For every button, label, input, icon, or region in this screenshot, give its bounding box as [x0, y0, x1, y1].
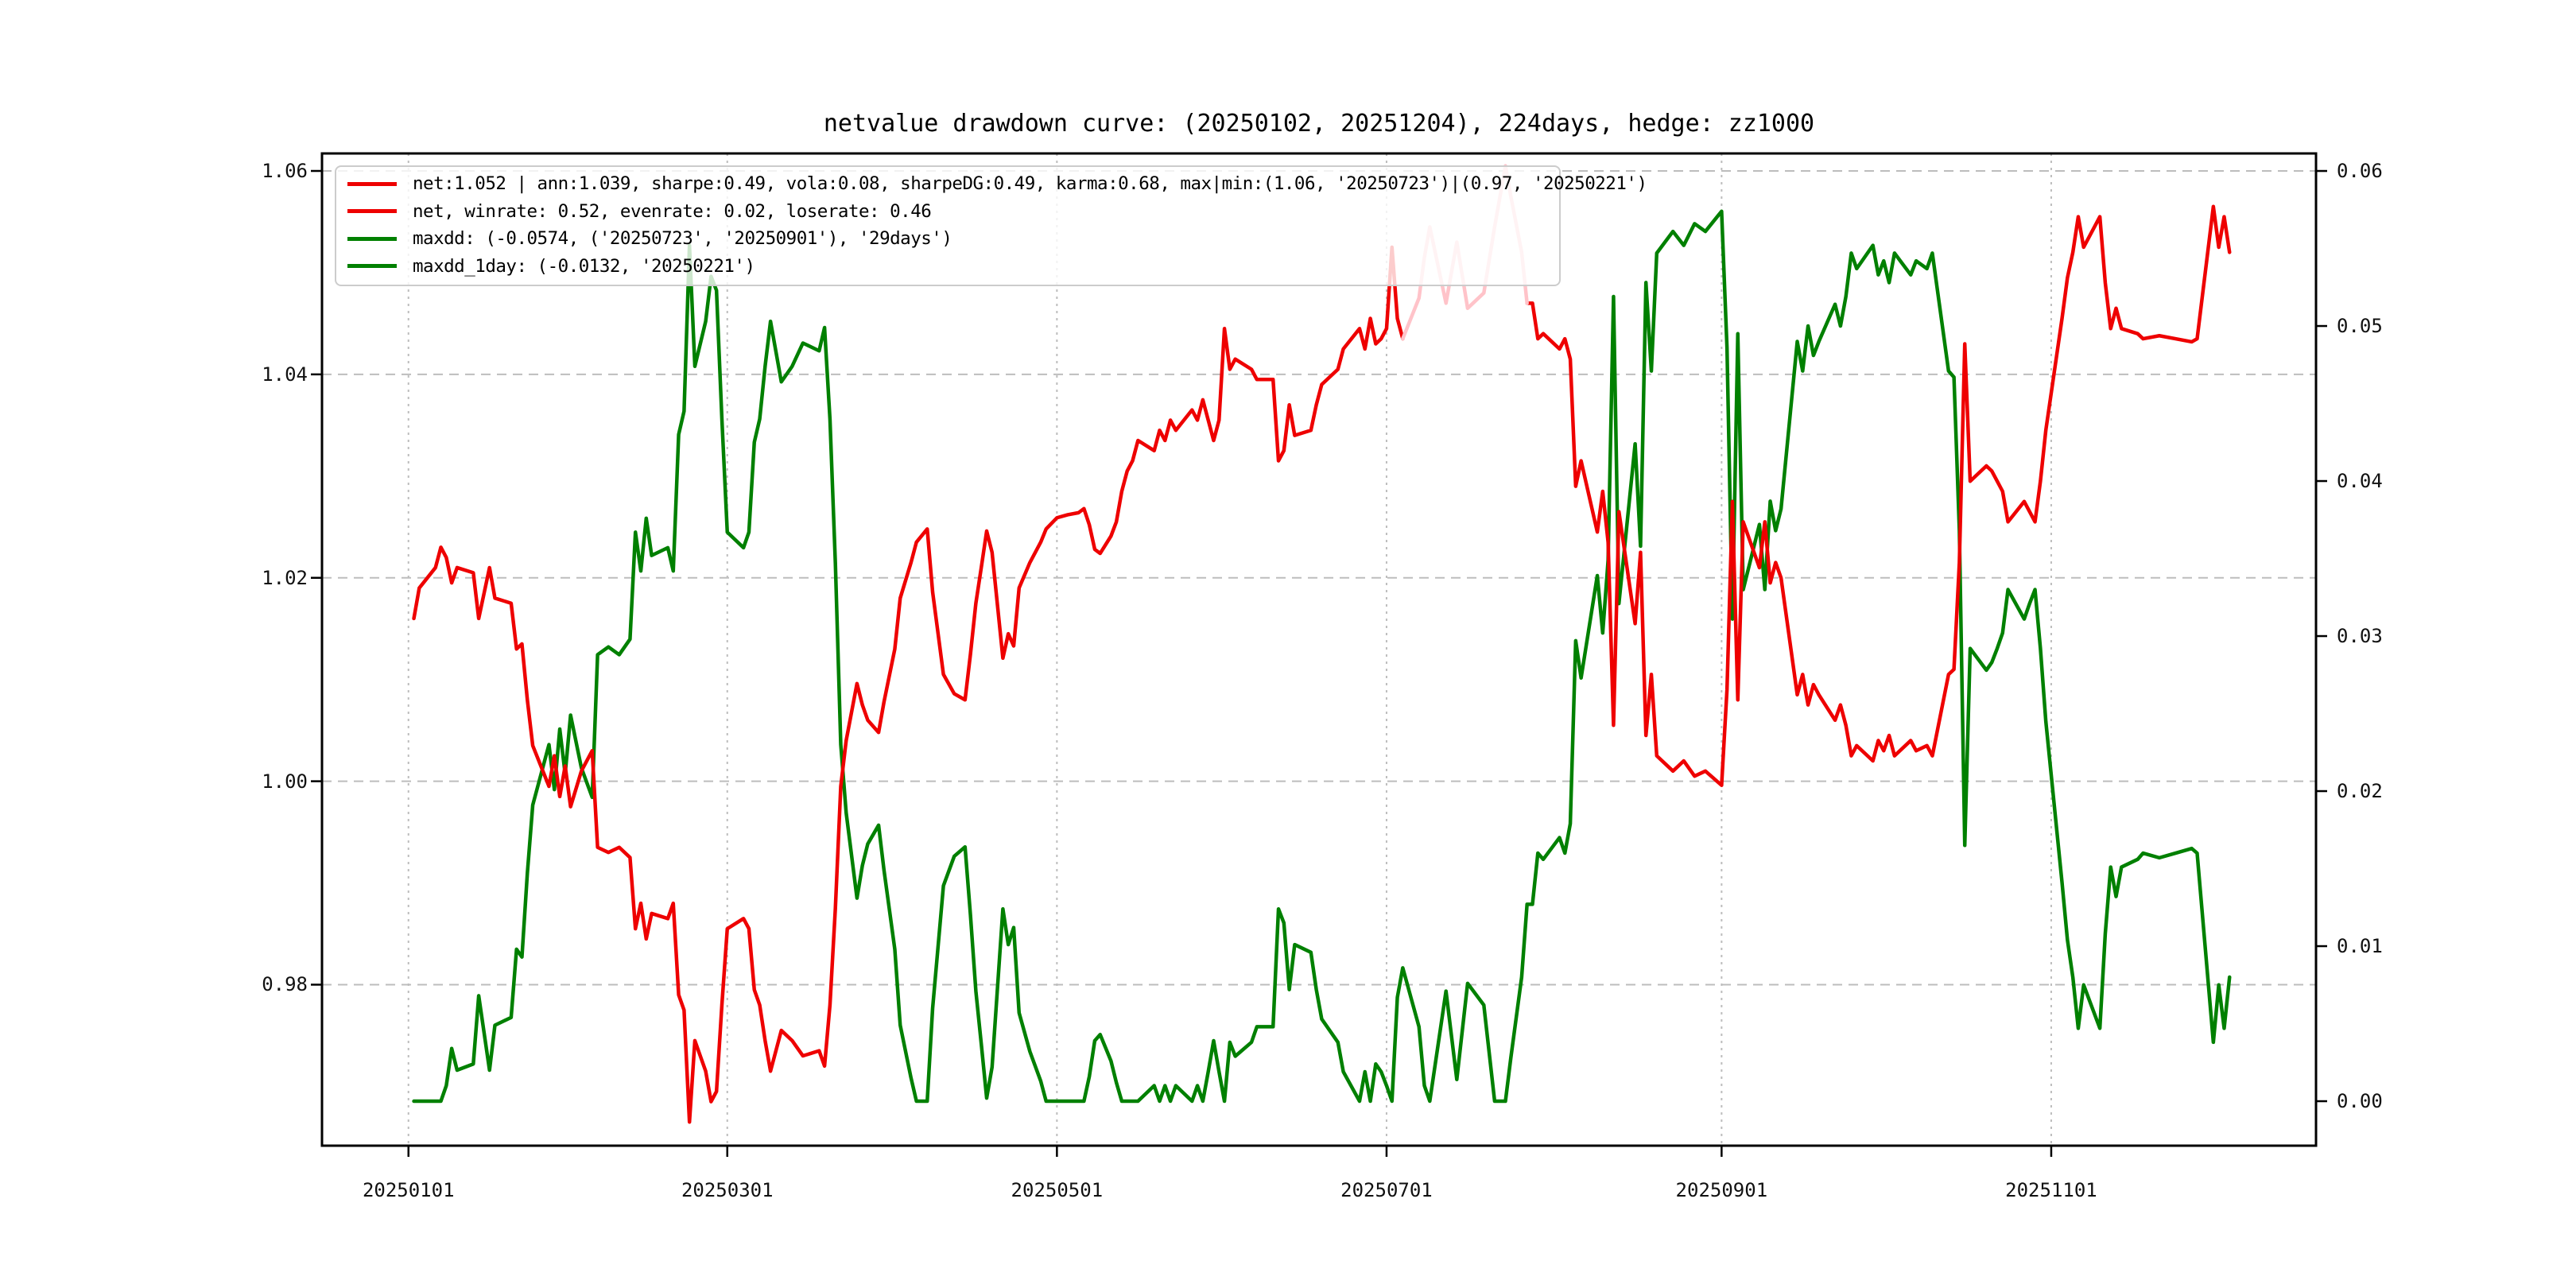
legend-entry: net, winrate: 0.52, evenrate: 0.02, lose…	[347, 198, 1551, 226]
net-line	[1525, 204, 2232, 787]
y-right-tick-label: 0.02	[2337, 780, 2383, 803]
y-left-tick-label: 0.98	[262, 973, 308, 996]
x-axis-tick-label: 20250301	[681, 1179, 774, 1201]
y-right-tick-label: 0.01	[2337, 935, 2383, 958]
y-right-tick-label: 0.06	[2337, 160, 2383, 183]
y-left-tick-label: 1.00	[262, 770, 308, 793]
legend-entry-label: maxdd_1day: (-0.0132, '20250221')	[413, 255, 755, 277]
legend: net:1.052 | ann:1.039, sharpe:0.49, vola…	[335, 165, 1647, 286]
x-axis-tick-label: 20250701	[1340, 1179, 1433, 1201]
legend-entry: maxdd_1day: (-0.0132, '20250221')	[347, 253, 1551, 281]
legend-swatch	[347, 264, 397, 269]
legend-swatch	[347, 209, 397, 214]
y-right-tick-label: 0.05	[2337, 315, 2383, 338]
legend-entry: maxdd: (-0.0574, ('20250723', '20250901'…	[347, 225, 1551, 253]
legend-swatch	[347, 181, 397, 186]
y-left-tick-label: 1.04	[262, 363, 308, 386]
chart-title: netvalue drawdown curve: (20250102, 2025…	[823, 110, 1815, 138]
legend-entry-label: net:1.052 | ann:1.039, sharpe:0.49, vola…	[413, 173, 1647, 195]
x-axis-tick-label: 20250501	[1011, 1179, 1104, 1201]
legend-entry-label: net, winrate: 0.52, evenrate: 0.02, lose…	[413, 200, 932, 222]
x-axis-tick-label: 20250901	[1675, 1179, 1768, 1201]
legend-entry-label: maxdd: (-0.0574, ('20250723', '20250901'…	[413, 228, 952, 250]
x-axis-tick-label: 20250101	[362, 1179, 455, 1201]
y-right-tick-label: 0.04	[2337, 470, 2383, 493]
y-left-tick-label: 1.02	[262, 566, 308, 589]
plot-frame	[320, 152, 2318, 1147]
y-right-tick-label: 0.03	[2337, 625, 2383, 648]
x-axis-tick-label: 20251101	[2005, 1179, 2097, 1201]
y-right-tick-label: 0.00	[2337, 1090, 2383, 1113]
legend-swatch	[347, 236, 397, 241]
y-left-tick-label: 1.06	[262, 160, 308, 182]
legend-entry: net:1.052 | ann:1.039, sharpe:0.49, vola…	[347, 170, 1647, 198]
drawdown-line	[412, 209, 2232, 1104]
net-line	[412, 245, 1405, 1124]
